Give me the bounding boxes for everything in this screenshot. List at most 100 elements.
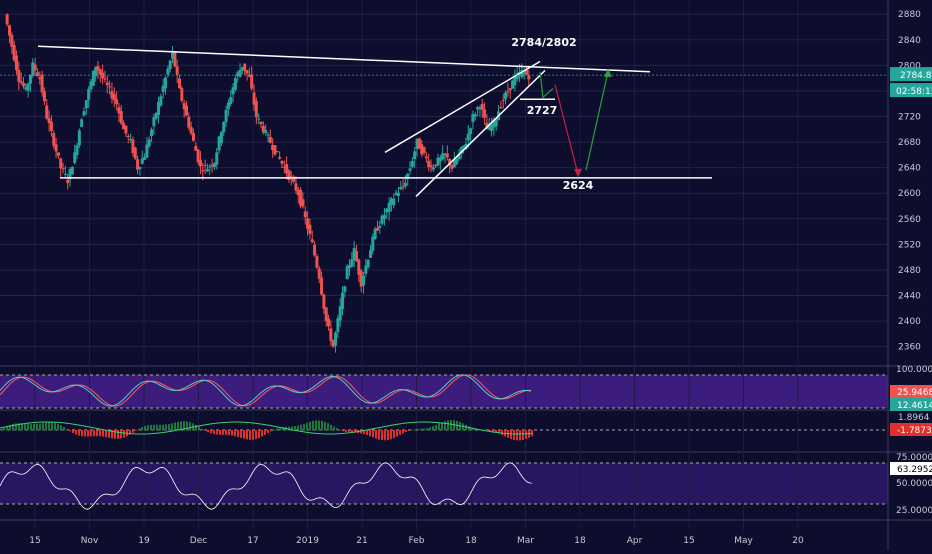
time-tick-label: 17 (247, 536, 258, 546)
price-tick-label: 2600 (898, 189, 921, 199)
candle-body (394, 192, 398, 195)
candle-body (308, 224, 312, 234)
hist-bar (198, 426, 200, 431)
hist-bar (204, 430, 206, 431)
hist-bar (39, 423, 41, 431)
candle-body (478, 107, 482, 110)
candles (5, 13, 531, 353)
candle-body (438, 157, 442, 162)
candle-body (382, 215, 386, 219)
candle-body (455, 158, 459, 165)
candle-body (399, 187, 403, 190)
time-tick-label: Feb (409, 536, 425, 546)
candle-body (252, 92, 256, 105)
candle-body (150, 129, 154, 137)
hist-bar (294, 426, 296, 431)
time-tick-label: Mar (517, 536, 534, 546)
hist-bar (342, 430, 344, 432)
candle-body (324, 307, 328, 322)
candle-body (476, 107, 480, 110)
candle-body (513, 76, 517, 85)
hist-bar (432, 426, 434, 431)
time-tick-label: 20 (792, 536, 804, 546)
hist-bar (225, 430, 227, 435)
stoch-tick-label: 100.0000 (896, 365, 932, 375)
hist-bar (231, 430, 233, 436)
candle-body (168, 60, 172, 70)
candle-body (364, 265, 368, 274)
candle-body (21, 83, 25, 87)
candle-body (396, 192, 400, 196)
candle-body (287, 170, 291, 180)
candle-body (129, 138, 133, 140)
stoch-k-line (0, 374, 532, 407)
resistance-line (37, 45, 651, 73)
hist-bar (516, 430, 518, 441)
candle-body (66, 179, 70, 184)
candle-body (413, 151, 417, 160)
candle-body (469, 128, 473, 135)
candle-body (122, 123, 126, 130)
hist-bar (9, 424, 11, 431)
candle-body (138, 167, 142, 169)
hist-badge-label: -1.7873 (897, 426, 932, 436)
candle-body (336, 318, 340, 333)
candle-body (427, 160, 431, 167)
candle-body (459, 147, 463, 154)
hist-bar (24, 423, 26, 431)
hist-bar (210, 430, 212, 434)
candle-body (224, 109, 228, 123)
candle-body (471, 114, 475, 123)
hist-bar (159, 424, 161, 431)
annotation-label: 2624 (563, 179, 594, 192)
candle-body (268, 136, 272, 143)
candle-body (417, 138, 421, 149)
candle-body (504, 92, 508, 100)
candle-body (415, 138, 419, 149)
candle-body (341, 292, 345, 310)
candle-body (229, 97, 233, 104)
candle-body (401, 186, 405, 188)
hist-bar (300, 424, 302, 431)
candle-body (275, 151, 279, 153)
stoch-badge (890, 398, 932, 411)
candle-body (483, 109, 487, 118)
candle-body (147, 139, 151, 147)
candle-body (98, 69, 102, 75)
candle-body (431, 167, 435, 170)
hist-bar (276, 428, 278, 431)
candle-body (94, 66, 98, 77)
hist-bar (297, 425, 299, 431)
candle-body (240, 67, 244, 71)
candle-body (26, 83, 30, 91)
wedge-upper-line (384, 60, 541, 153)
candle-body (373, 228, 377, 239)
hist-bar (42, 423, 44, 431)
hist-bar (273, 429, 275, 431)
candle-body (140, 158, 144, 164)
hist-bar (177, 421, 179, 431)
candle-body (47, 118, 51, 123)
hist-bar (72, 430, 74, 434)
time-tick-label: 15 (683, 536, 694, 546)
candle-body (136, 159, 140, 170)
candle-body (380, 215, 384, 224)
hist-bar (381, 430, 383, 441)
hist-bar (525, 430, 527, 439)
hist-bar (438, 423, 440, 431)
candle-body (527, 74, 531, 80)
hist-bar (123, 430, 125, 438)
candle-body (247, 74, 251, 77)
hist-bar (141, 427, 143, 431)
time-tick-label: Nov (81, 536, 99, 546)
hist-bar (291, 426, 293, 431)
hist-bar (306, 422, 308, 431)
time-tick-label: 15 (29, 536, 40, 546)
hist-bar (336, 428, 338, 431)
time-tick-label: 18 (465, 536, 477, 546)
candle-body (303, 211, 307, 218)
candle-body (154, 112, 158, 119)
